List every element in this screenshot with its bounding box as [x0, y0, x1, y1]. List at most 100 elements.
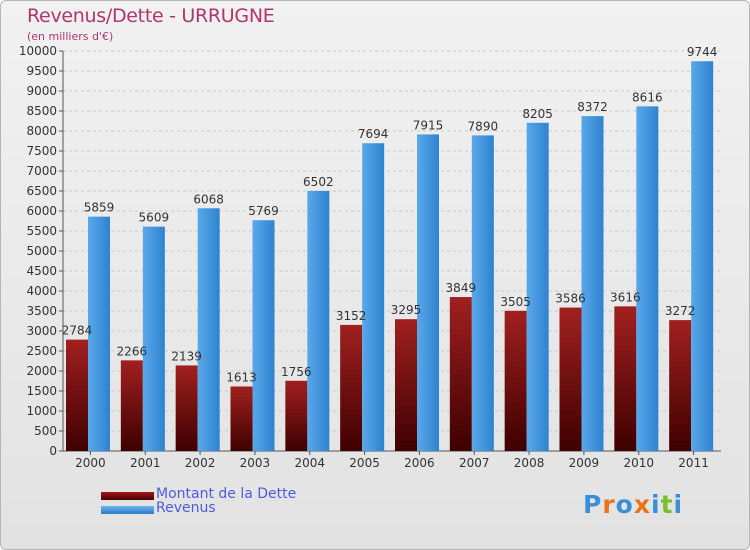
y-tick-label: 500: [34, 424, 57, 438]
data-label-dette: 3849: [446, 281, 477, 295]
data-label-revenus: 5859: [84, 201, 115, 215]
legend-label-dette: Montant de la Dette: [156, 486, 297, 502]
data-label-revenus: 6068: [193, 192, 224, 206]
y-tick-label: 6000: [26, 204, 57, 218]
bar-revenus: [197, 208, 220, 451]
x-tick-label: 2004: [294, 456, 325, 470]
x-tick-label: 2010: [623, 456, 654, 470]
bar-revenus: [88, 216, 110, 451]
legend-swatch-revenus: [101, 506, 154, 514]
bar-dette: [340, 324, 363, 451]
data-label-dette: 1613: [226, 370, 257, 384]
bar-revenus: [252, 220, 275, 451]
bar-dette: [614, 306, 637, 451]
y-tick-label: 2500: [26, 344, 57, 358]
chart-subtitle: (en milliers d'€): [27, 30, 114, 43]
data-label-dette: 3295: [391, 303, 422, 317]
y-tick-label: 2000: [26, 364, 57, 378]
y-tick-label: 3500: [26, 304, 57, 318]
y-tick-label: 8000: [26, 124, 57, 138]
bar-revenus: [307, 190, 330, 452]
data-label-dette: 3616: [610, 290, 641, 304]
y-tick-label: 0: [49, 444, 57, 458]
bar-dette: [66, 339, 88, 451]
bar-revenus: [581, 116, 604, 452]
data-label-revenus: 7890: [468, 119, 499, 133]
y-tick-label: 4500: [26, 264, 57, 278]
logo-letter: r: [602, 490, 616, 519]
y-tick-label: 1000: [26, 404, 57, 418]
grid-lines: [63, 50, 721, 452]
bar-revenus: [142, 226, 165, 451]
y-tick-label: 5500: [26, 224, 57, 238]
data-label-dette: 2784: [62, 324, 93, 338]
x-tick-label: 2005: [349, 456, 380, 470]
bar-revenus: [362, 143, 385, 452]
chart-title: Revenus/Dette - URRUGNE: [27, 5, 275, 27]
y-tick-label: 7500: [26, 144, 57, 158]
logo-letter: x: [633, 490, 651, 519]
bar-revenus: [636, 106, 659, 452]
logo-letter: o: [615, 490, 634, 519]
data-label-dette: 2266: [117, 344, 148, 358]
x-tick-label: 2001: [130, 456, 161, 470]
legend-label-revenus: Revenus: [156, 500, 216, 516]
bar-revenus: [691, 61, 714, 452]
data-label-dette: 1756: [281, 365, 312, 379]
data-label-dette: 3586: [555, 292, 586, 306]
bar-dette: [504, 310, 527, 451]
bar-dette: [120, 360, 143, 451]
bar-dette: [175, 365, 198, 451]
y-tick-label: 8500: [26, 104, 57, 118]
logo-letter: i: [673, 490, 684, 519]
bar-dette: [559, 307, 582, 451]
data-label-revenus: 6502: [303, 175, 334, 189]
x-tick-label: 2007: [459, 456, 490, 470]
bars: [66, 61, 714, 452]
data-label-dette: 2139: [171, 349, 202, 363]
data-label-dette: 3272: [665, 304, 696, 318]
logo-letter: i: [651, 490, 661, 519]
y-tick-label: 1500: [26, 384, 57, 398]
proxiti-logo: Proxiti: [583, 490, 683, 519]
y-tick-label: 7000: [26, 164, 57, 178]
logo-letter: P: [583, 490, 603, 519]
data-label-dette: 3152: [336, 309, 367, 323]
y-tick-label: 9000: [26, 84, 57, 98]
data-label-revenus: 9744: [687, 45, 718, 59]
data-labels: 2784 5859 2266 5609 2139 6068 1613 5769 1756 6502…: [62, 45, 718, 384]
bar-dette: [230, 386, 253, 451]
bar-dette: [449, 297, 472, 451]
data-label-revenus: 8205: [522, 107, 553, 121]
x-tick-label: 2003: [240, 456, 271, 470]
data-label-revenus: 5609: [139, 211, 170, 225]
x-tick-label: 2000: [75, 456, 106, 470]
y-tick-label: 6500: [26, 184, 57, 198]
data-label-revenus: 5769: [248, 204, 279, 218]
y-tick-label: 5000: [26, 244, 57, 258]
data-label-revenus: 8616: [632, 90, 663, 104]
x-tick-label: 2008: [514, 456, 545, 470]
legend-swatch-dette: [101, 492, 154, 500]
bar-revenus: [471, 135, 494, 451]
x-tick-label: 2006: [404, 456, 435, 470]
y-tick-label: 9500: [26, 64, 57, 78]
x-tick-label: 2002: [185, 456, 216, 470]
bar-revenus: [526, 122, 549, 452]
data-label-revenus: 7915: [413, 118, 444, 132]
data-label-revenus: 7694: [358, 127, 389, 141]
x-tick-label: 2011: [678, 456, 709, 470]
bar-dette: [669, 320, 692, 451]
data-label-dette: 3505: [500, 295, 531, 309]
data-label-revenus: 8372: [577, 100, 608, 114]
bar-revenus: [417, 134, 439, 451]
x-tick-label: 2009: [569, 456, 600, 470]
y-tick-label: 10000: [19, 44, 57, 58]
logo-letter: t: [660, 490, 674, 519]
bar-dette: [395, 319, 417, 451]
bar-dette: [285, 380, 308, 451]
axes: 0 500 1000 1500 2000 2500 3000 3500 4000 4500 5000…: [19, 44, 721, 470]
y-tick-label: 3000: [26, 324, 57, 338]
